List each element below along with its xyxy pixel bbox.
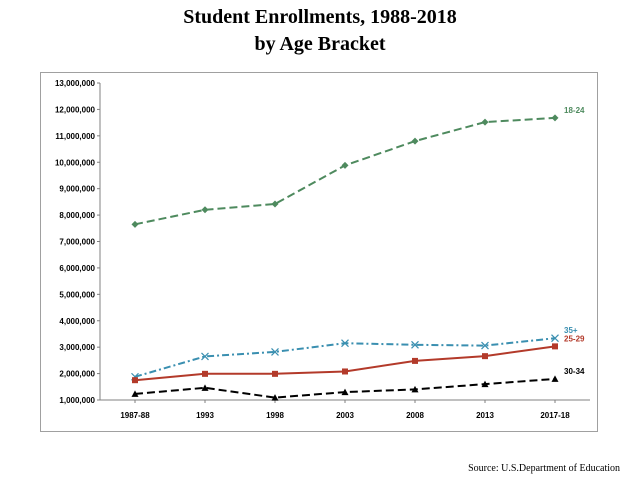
data-point-18-24 — [481, 118, 489, 126]
data-point-25-29 — [482, 353, 488, 360]
y-tick-label: 6,000,000 — [59, 264, 95, 273]
data-point-25-29 — [552, 343, 558, 350]
x-tick-label: 1998 — [266, 411, 284, 420]
series-label-25-29: 25-29 — [564, 334, 585, 343]
data-point-30-34 — [271, 394, 279, 401]
chart-title: Student Enrollments, 1988-2018 — [183, 6, 457, 28]
x-tick-label: 2003 — [336, 411, 354, 420]
data-point-35+ — [271, 347, 279, 356]
data-point-25-29 — [132, 377, 138, 384]
y-tick-label: 5,000,000 — [59, 290, 95, 299]
data-point-30-34 — [481, 380, 489, 388]
data-point-18-24 — [411, 137, 419, 145]
data-point-30-34 — [201, 384, 209, 391]
series-label-30-34: 30-34 — [564, 367, 585, 376]
y-tick-label: 2,000,000 — [59, 370, 95, 379]
data-point-35+ — [481, 341, 489, 350]
data-point-35+ — [551, 334, 559, 343]
data-point-18-24 — [131, 220, 139, 228]
y-tick-label: 13,000,000 — [55, 79, 96, 88]
chart-title-block: Student Enrollments, 1988-2018 by Age Br… — [0, 4, 640, 58]
data-point-35+ — [411, 340, 419, 349]
data-point-30-34 — [551, 375, 559, 382]
y-tick-label: 4,000,000 — [59, 317, 95, 326]
data-point-30-34 — [131, 390, 139, 397]
data-point-25-29 — [342, 368, 348, 375]
y-tick-label: 7,000,000 — [59, 238, 95, 247]
data-point-25-29 — [202, 370, 208, 377]
x-tick-label: 1993 — [196, 411, 214, 420]
data-point-25-29 — [272, 370, 278, 377]
data-point-30-34 — [341, 388, 349, 396]
series-line-25-29 — [134, 345, 556, 382]
data-point-35+ — [341, 339, 349, 348]
data-point-18-24 — [551, 114, 559, 122]
source-note: Source: U.S.Department of Education — [468, 463, 620, 474]
y-tick-label: 1,000,000 — [59, 396, 95, 405]
data-point-30-34 — [411, 385, 419, 393]
y-tick-label: 8,000,000 — [59, 211, 95, 220]
x-tick-label: 1987-88 — [120, 411, 150, 420]
data-point-18-24 — [341, 161, 349, 169]
data-point-18-24 — [201, 206, 209, 214]
x-tick-label: 2017-18 — [540, 411, 570, 420]
y-tick-label: 3,000,000 — [59, 343, 95, 352]
series-label-18-24: 18-24 — [564, 106, 585, 115]
y-tick-label: 11,000,000 — [55, 132, 95, 141]
y-tick-label: 10,000,000 — [55, 158, 96, 167]
data-point-18-24 — [271, 200, 279, 208]
y-tick-label: 12,000,000 — [55, 105, 96, 114]
chart-subtitle: by Age Bracket — [254, 33, 386, 55]
y-tick-label: 9,000,000 — [59, 185, 95, 194]
data-point-25-29 — [412, 357, 418, 364]
data-point-35+ — [201, 352, 209, 361]
x-tick-label: 2013 — [476, 411, 494, 420]
series-line-18-24 — [134, 116, 556, 226]
series-label-35+: 35+ — [564, 326, 578, 335]
x-tick-label: 2008 — [406, 411, 424, 420]
